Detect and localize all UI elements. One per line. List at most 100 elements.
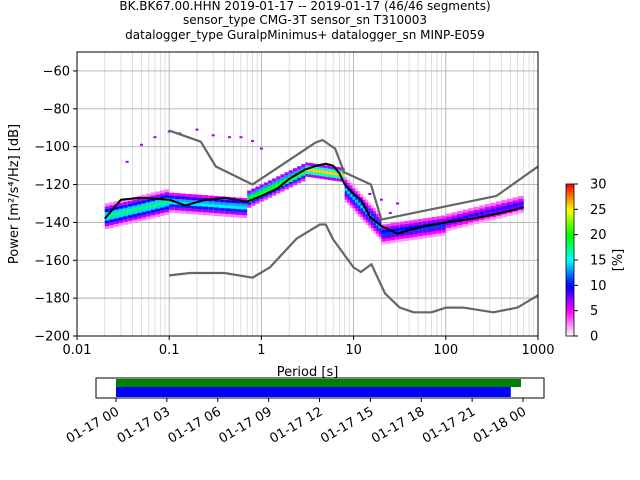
histogram-cell (357, 202, 361, 206)
histogram-cell (495, 215, 502, 219)
histogram-cell (104, 223, 110, 227)
colorbar-segment (566, 247, 574, 251)
time-tick-label: 01-17 00 (64, 404, 122, 446)
histogram-cell (104, 220, 110, 224)
histogram-cell (378, 230, 382, 234)
y-tick-label: −120 (34, 178, 70, 193)
histogram-cell (436, 216, 442, 220)
histogram-cell (146, 213, 151, 217)
histogram-cell (141, 211, 147, 215)
histogram-cell (445, 213, 452, 217)
histogram-cell (219, 202, 225, 206)
histogram-cell (224, 205, 231, 209)
histogram-cell (136, 209, 142, 213)
outlier-cell (125, 160, 129, 163)
colorbar-segment (566, 305, 574, 309)
histogram-cell (288, 178, 293, 182)
histogram-cell (230, 211, 236, 215)
histogram-cell (349, 188, 353, 192)
coverage-bar-blue (116, 387, 511, 397)
histogram-cell (284, 172, 289, 176)
histogram-cell (390, 228, 396, 232)
histogram-cell (431, 233, 437, 237)
histogram-cell (381, 235, 386, 239)
histogram-cell (436, 227, 442, 231)
histogram-cell (330, 168, 334, 172)
histogram-cell (208, 195, 214, 199)
histogram-cell (292, 168, 298, 172)
colorbar-tick-label: 0 (590, 330, 598, 345)
histogram-cell (219, 213, 225, 217)
time-tick-label: 01-17 03 (115, 404, 173, 446)
histogram-cell (368, 222, 371, 226)
histogram-cell (339, 178, 342, 182)
histogram-cell (141, 208, 147, 212)
histogram-cell (518, 204, 524, 208)
colorbar-segment (566, 209, 574, 213)
histogram-cell (468, 211, 474, 215)
colorbar-segment (566, 232, 574, 236)
histogram-cell (360, 193, 364, 197)
histogram-cell (292, 176, 298, 180)
colorbar-segment (566, 244, 574, 248)
histogram-cell (344, 182, 348, 186)
histogram-cell (180, 204, 186, 208)
histogram-cell (418, 233, 423, 237)
histogram-cell (169, 204, 175, 208)
histogram-cell (159, 190, 165, 194)
histogram-cell (381, 227, 386, 231)
histogram-cell (352, 191, 356, 195)
histogram-cell (155, 194, 160, 198)
histogram-cell (445, 216, 452, 220)
colorbar-segment (566, 219, 574, 223)
histogram-cell (390, 222, 396, 226)
histogram-cell (267, 188, 273, 192)
histogram-cell (292, 179, 298, 183)
histogram-cell (512, 200, 519, 204)
colorbar-segment (566, 201, 574, 205)
histogram-cell (219, 204, 225, 208)
outlier-cell (139, 143, 143, 146)
histogram-cell (357, 191, 361, 195)
colorbar-segment (566, 204, 574, 208)
histogram-cell (180, 207, 186, 211)
colorbar-segment (566, 287, 574, 291)
histogram-cell (141, 194, 147, 198)
histogram-cell (456, 216, 463, 220)
colorbar-segment (566, 257, 574, 261)
histogram-cell (404, 220, 409, 224)
histogram-cell (230, 214, 236, 218)
histogram-cell (344, 188, 348, 192)
histogram-cell (301, 167, 306, 171)
histogram-cell (241, 200, 248, 204)
histogram-cell (267, 191, 273, 195)
histogram-cell (272, 184, 277, 188)
histogram-cell (284, 180, 289, 184)
histogram-cell (408, 231, 414, 235)
histogram-cell (468, 222, 474, 226)
histogram-cell (365, 199, 369, 203)
histogram-cell (202, 203, 209, 207)
histogram-cell (436, 233, 442, 237)
histogram-cell (191, 202, 198, 206)
histogram-cell (136, 218, 142, 222)
histogram-cell (370, 213, 374, 217)
histogram-cell (202, 209, 209, 213)
histogram-cell (427, 220, 432, 224)
histogram-cell (224, 199, 231, 203)
histogram-cell (127, 203, 133, 207)
histogram-cell (441, 218, 446, 222)
histogram-cell (219, 207, 225, 211)
histogram-cell (276, 176, 281, 180)
histogram-cell (395, 222, 400, 226)
histogram-cell (368, 208, 371, 212)
histogram-cell (159, 198, 165, 202)
histogram-cell (197, 208, 203, 212)
histogram-cell (308, 174, 312, 178)
histogram-cell (352, 205, 356, 209)
histogram-cell (297, 174, 302, 178)
histogram-cell (267, 180, 273, 184)
colorbar-segment (566, 310, 574, 314)
histogram-cell (363, 208, 366, 212)
histogram-cell (355, 210, 358, 214)
